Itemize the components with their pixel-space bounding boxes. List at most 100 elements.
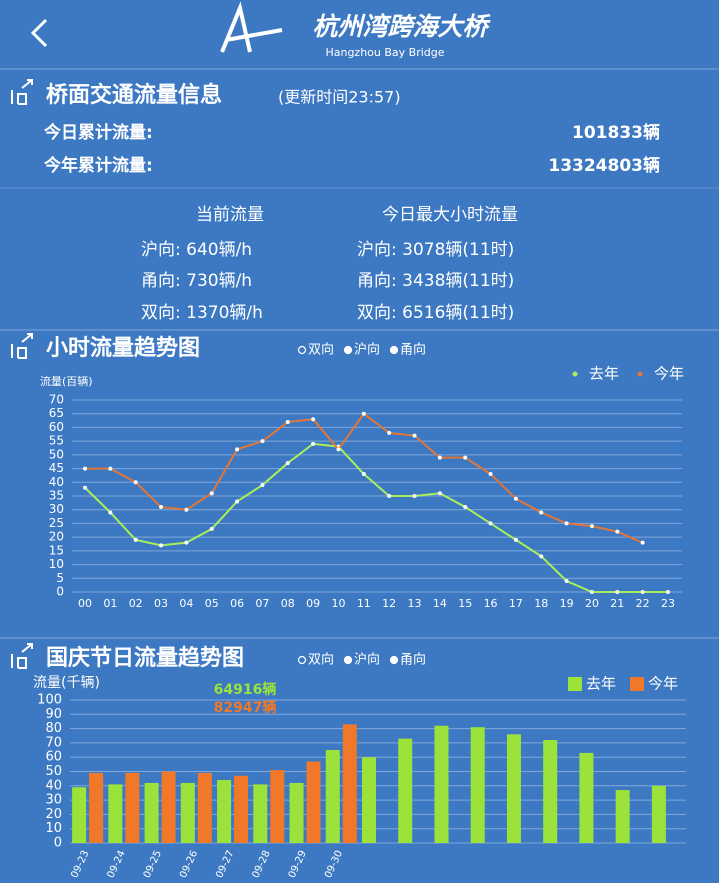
annotation: 82947辆 — [214, 699, 277, 716]
data-point — [209, 491, 214, 496]
filter-option[interactable]: 沪向 — [354, 342, 380, 358]
x-tick-label: 09-27 — [214, 849, 236, 880]
x-tick-label: 09-29 — [287, 849, 309, 880]
x-tick-label: 07 — [255, 597, 269, 610]
x-tick-label: 01 — [103, 597, 117, 610]
data-point — [311, 441, 316, 446]
data-point — [589, 590, 594, 594]
x-tick-label: 09-28 — [250, 849, 272, 880]
bar — [543, 740, 558, 843]
y-tick-label: 30 — [45, 793, 62, 808]
header-subtitle: Hangzhou Bay Bridge — [325, 46, 444, 59]
filter-dot — [389, 655, 399, 665]
bar — [325, 750, 340, 843]
data-point — [184, 540, 189, 545]
y-tick-label: 90 — [45, 707, 62, 722]
bar — [180, 782, 195, 843]
x-tick-label: 09-23 — [69, 849, 91, 880]
bar — [506, 734, 521, 843]
x-tick-label: 12 — [382, 597, 396, 610]
data-point — [488, 472, 493, 477]
section-title: 桥面交通流量信息 — [46, 82, 222, 108]
x-tick-label: 09-26 — [178, 849, 200, 880]
filter-option[interactable]: 甬向 — [400, 652, 426, 668]
data-point — [513, 496, 518, 501]
bar — [125, 772, 140, 843]
bar — [362, 757, 376, 843]
data-point — [133, 480, 138, 485]
bar — [651, 785, 666, 843]
y-tick-label: 25 — [49, 516, 64, 530]
column-header: 当前流量 — [196, 205, 264, 225]
data-point — [463, 504, 468, 509]
y-tick-label: 40 — [45, 778, 62, 793]
section-icon — [11, 79, 33, 669]
x-tick-label: 21 — [610, 597, 624, 610]
data-point — [412, 494, 417, 498]
data-point — [83, 466, 87, 471]
x-tick-label: 04 — [179, 597, 193, 610]
data-point — [640, 590, 645, 594]
x-tick-label: 20 — [585, 597, 599, 610]
data-point — [589, 524, 594, 529]
data-point — [564, 579, 569, 584]
y-tick-label: 55 — [49, 434, 64, 448]
data-point — [412, 433, 417, 438]
bar — [161, 771, 176, 843]
y-tick-label: 60 — [45, 750, 62, 765]
data-point — [184, 507, 189, 512]
data-point — [539, 554, 544, 559]
bar — [342, 724, 357, 843]
y-tick-label: 60 — [49, 420, 64, 434]
x-tick-label: 18 — [534, 597, 548, 610]
legend-label: 今年 — [654, 365, 684, 383]
bar — [270, 770, 285, 843]
data-point — [108, 510, 113, 515]
data-point — [209, 526, 214, 531]
data-point — [133, 537, 138, 542]
bar — [253, 784, 268, 843]
data-point — [488, 521, 493, 526]
y-tick-label: 30 — [49, 502, 64, 516]
bar — [434, 725, 449, 843]
y-tick-label: 80 — [45, 721, 62, 736]
data-point — [260, 439, 265, 444]
filter-option[interactable]: 沪向 — [354, 652, 380, 668]
data-point — [640, 540, 645, 545]
data-point — [564, 521, 569, 526]
filter-option[interactable]: 双向 — [308, 342, 334, 358]
y-axis-label: 流量(千辆) — [33, 675, 100, 691]
x-tick-label: 16 — [484, 597, 498, 610]
data-point — [159, 543, 164, 548]
y-tick-label: 10 — [45, 821, 62, 836]
logo — [220, 1, 283, 53]
bar — [398, 738, 413, 843]
y-tick-label: 5 — [56, 571, 64, 585]
legend-marker — [637, 371, 643, 377]
y-tick-label: 100 — [37, 693, 62, 708]
y-tick-label: 50 — [49, 447, 64, 461]
x-tick-label: 00 — [78, 597, 92, 610]
y-tick-label: 35 — [49, 489, 64, 503]
data-point — [437, 455, 442, 460]
total-value: 101833辆 — [572, 122, 660, 143]
legend-marker — [630, 677, 644, 691]
filter-option[interactable]: 双向 — [308, 652, 334, 668]
series-line — [84, 442, 668, 593]
legend-marker — [572, 371, 578, 377]
data-point — [235, 499, 240, 504]
back-button[interactable] — [30, 18, 48, 48]
flow-cell: 沪向: 3078辆(11时) — [357, 240, 514, 260]
annotation: 64916辆 — [214, 681, 277, 698]
x-tick-label: 09-24 — [106, 849, 128, 880]
update-time: (更新时间23:57) — [278, 88, 401, 107]
header-title: 杭州湾跨海大桥 — [312, 12, 491, 41]
x-tick-label: 09-25 — [142, 849, 164, 880]
x-tick-label: 19 — [560, 597, 574, 610]
bar — [144, 782, 159, 843]
x-tick-label: 02 — [129, 597, 143, 610]
data-point — [159, 504, 164, 509]
filter-option[interactable]: 甬向 — [400, 342, 426, 358]
flow-cell: 甬向: 730辆/h — [141, 271, 252, 291]
y-tick-label: 70 — [45, 735, 62, 750]
